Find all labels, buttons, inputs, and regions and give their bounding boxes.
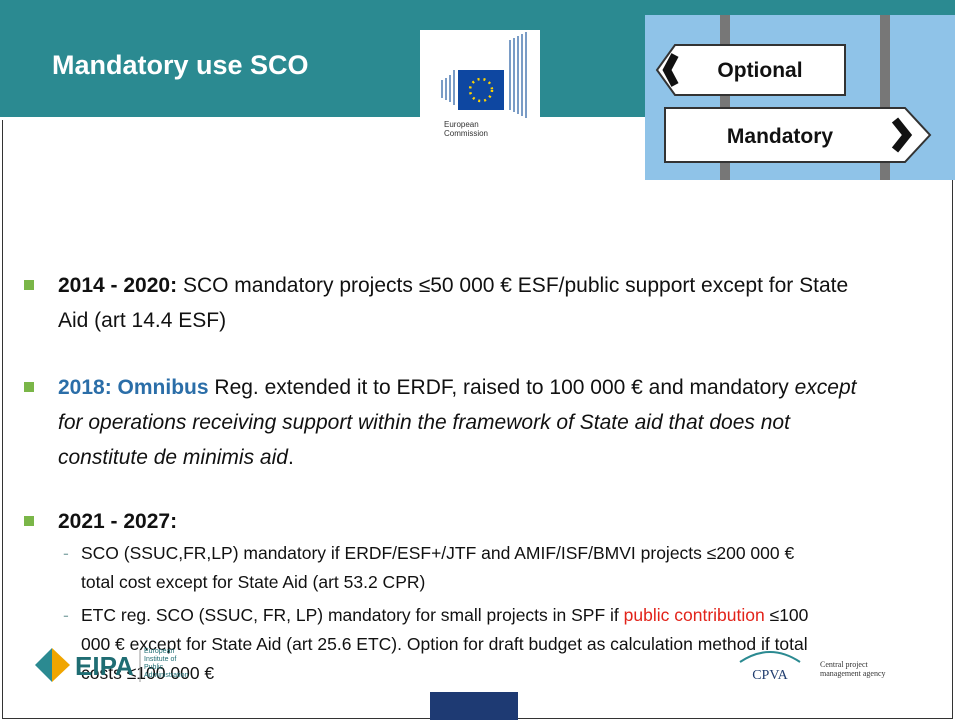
cpva-full: Central project management agency [820, 660, 900, 678]
slide-title: Mandatory use SCO [52, 50, 309, 81]
sub-bullet: SCO (SSUC,FR,LP) mandatory if ERDF/ESF+/… [81, 539, 821, 597]
bullet-lead: 2018: Omnibus [58, 376, 209, 399]
eipa-logo: EIPA European Institute of Public Admini… [30, 640, 270, 690]
ec-logo: European Commission [420, 30, 540, 140]
sign-text: Optional [717, 59, 802, 82]
sub-highlight: public contribution [624, 605, 765, 625]
sub-text: ETC reg. SCO (SSUC, FR, LP) mandatory fo… [81, 605, 619, 625]
bullet-lead: 2014 - 2020: [58, 274, 177, 297]
ec-text: Commission [444, 129, 488, 138]
bullet-text: Reg. extended it to ERDF, raised to 100 … [214, 376, 788, 399]
bullet: 2014 - 2020: SCO mandatory projects ≤50 … [58, 268, 858, 338]
signpost-image: Optional Mandatory [645, 15, 955, 180]
footer-block [430, 692, 518, 720]
bullet-lead: 2021 - 2027: [58, 510, 177, 533]
slide: Mandatory use SCO European Commission Op… [0, 0, 955, 720]
bullet-text: SCO mandatory projects ≤50 000 € ESF/pub… [58, 274, 848, 332]
sign-text: Mandatory [727, 125, 834, 148]
sub-text: SCO (SSUC,FR,LP) mandatory if ERDF/ESF+/… [81, 543, 794, 592]
bullet: 2018: Omnibus Reg. extended it to ERDF, … [58, 370, 858, 475]
bullet-tail: . [288, 446, 294, 469]
eipa-name: EIPA [75, 651, 134, 681]
ec-text: European [444, 120, 479, 129]
cpva-name: CPVA [752, 668, 788, 683]
cpva-logo: CPVA Central project management agency [730, 640, 930, 710]
eipa-full: European Institute of Public Administrat… [144, 648, 194, 680]
